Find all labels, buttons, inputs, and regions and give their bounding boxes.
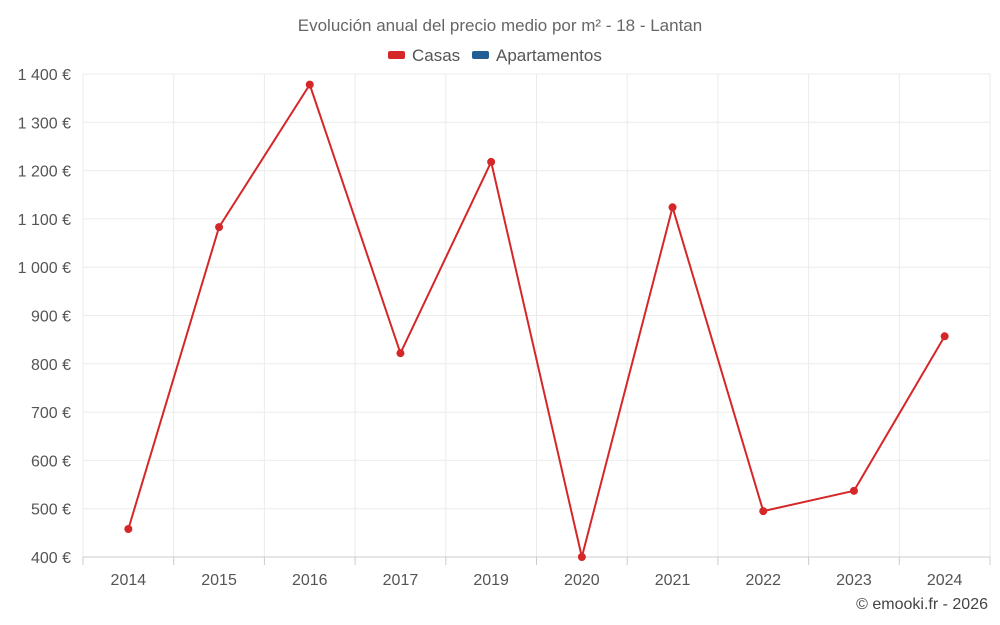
y-tick-label: 1 300 € — [18, 115, 71, 132]
legend-item-apartamentos[interactable]: Apartamentos — [472, 46, 602, 65]
y-tick-label: 600 € — [31, 453, 71, 470]
data-point-casas[interactable] — [396, 349, 405, 358]
x-tick-label: 2020 — [564, 572, 600, 589]
x-tick-label: 2024 — [927, 572, 963, 589]
x-tick-label: 2014 — [111, 572, 147, 589]
y-tick-label: 400 € — [31, 550, 71, 567]
chart-title: Evolución anual del precio medio por m² … — [298, 16, 702, 35]
y-tick-label: 1 000 € — [18, 260, 71, 277]
data-point-casas[interactable] — [759, 507, 768, 516]
series-line-casas — [127, 83, 946, 558]
x-tick-label: 2022 — [745, 572, 781, 589]
data-point-casas[interactable] — [940, 332, 949, 341]
x-tick-label: 2019 — [473, 572, 509, 589]
data-point-casas[interactable] — [124, 524, 133, 533]
legend-item-casas[interactable]: Casas — [388, 46, 460, 65]
series-casas — [124, 80, 949, 561]
y-tick-label: 1 400 € — [18, 67, 71, 84]
x-tick-label: 2015 — [201, 572, 237, 589]
legend-swatch-apartamentos — [472, 51, 489, 59]
legend-swatch-casas — [388, 51, 405, 59]
grid — [82, 73, 991, 557]
legend-label-casas: Casas — [412, 46, 460, 65]
y-tick-label: 900 € — [31, 309, 71, 326]
data-point-casas[interactable] — [849, 486, 858, 495]
data-point-casas[interactable] — [668, 203, 677, 212]
credit-text: © emooki.fr - 2026 — [856, 596, 988, 613]
legend: Casas Apartamentos — [388, 46, 602, 65]
data-point-casas[interactable] — [487, 157, 496, 166]
x-tick-label: 2016 — [292, 572, 328, 589]
legend-label-apartamentos: Apartamentos — [496, 46, 602, 65]
x-tick-label: 2023 — [836, 572, 872, 589]
x-tick-label: 2017 — [383, 572, 419, 589]
y-tick-label: 1 100 € — [18, 212, 71, 229]
data-point-casas[interactable] — [305, 80, 314, 89]
axes: 400 € 500 € 600 € 700 € 800 € 900 € 1 000 € 1 1… — [18, 67, 991, 589]
data-point-casas[interactable] — [577, 553, 586, 561]
y-tick-label: 1 200 € — [18, 164, 71, 181]
y-tick-label: 700 € — [31, 405, 71, 422]
y-tick-label: 800 € — [31, 357, 71, 374]
x-tick-label: 2021 — [655, 572, 691, 589]
data-point-casas[interactable] — [215, 223, 224, 232]
y-tick-label: 500 € — [31, 502, 71, 519]
